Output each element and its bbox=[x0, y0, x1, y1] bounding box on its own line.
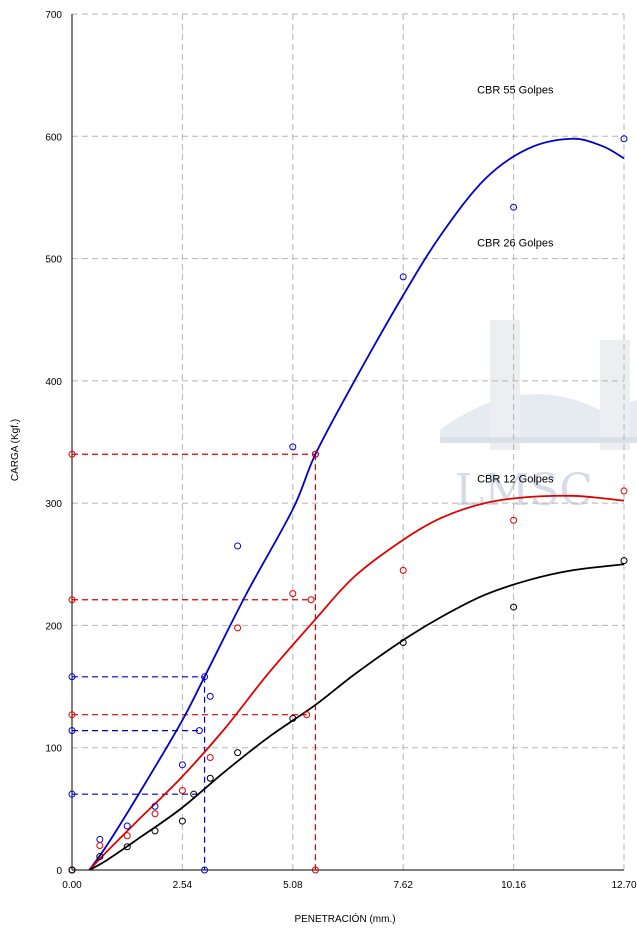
data-point bbox=[234, 749, 242, 757]
tick-labels: 0.00 2.54 5.08 7.62 10.16 12.70 0 100 200 300 400 5… bbox=[45, 10, 637, 891]
y-tick-label: 200 bbox=[45, 621, 62, 632]
data-point bbox=[96, 842, 104, 850]
reference-lines bbox=[68, 450, 319, 874]
data-point bbox=[68, 866, 76, 874]
data-point bbox=[510, 603, 518, 611]
data-point bbox=[206, 692, 214, 700]
ref-marker-axis bbox=[68, 727, 76, 735]
data-point bbox=[620, 487, 628, 495]
y-tick-label: 100 bbox=[45, 744, 62, 755]
ref-marker-axis bbox=[68, 450, 76, 458]
x-tick-label: 0.00 bbox=[62, 880, 82, 891]
data-point bbox=[206, 753, 214, 761]
data-point bbox=[289, 714, 297, 722]
svg-text:LMSC: LMSC bbox=[455, 465, 593, 516]
data-point bbox=[195, 727, 203, 735]
annotation-label: CBR 26 Golpes bbox=[477, 237, 554, 249]
data-point bbox=[399, 273, 407, 281]
data-point bbox=[151, 802, 159, 810]
data-point bbox=[178, 817, 186, 825]
grid-lines bbox=[72, 13, 625, 870]
data-point bbox=[201, 673, 209, 681]
y-tick-label: 300 bbox=[45, 499, 62, 510]
x-tick-label: 5.08 bbox=[283, 880, 303, 891]
ref-marker-axis bbox=[68, 673, 76, 681]
data-point bbox=[399, 566, 407, 574]
data-point bbox=[123, 822, 131, 830]
data-point bbox=[510, 203, 518, 211]
annotations: CBR 55 Golpes CBR 26 Golpes CBR 12 Golpes bbox=[477, 84, 554, 485]
y-tick-label: 700 bbox=[45, 10, 62, 21]
ref-marker-axis bbox=[68, 711, 76, 719]
data-point bbox=[311, 450, 319, 458]
data-point bbox=[399, 639, 407, 647]
data-point bbox=[178, 761, 186, 769]
watermark-logo: LMSC bbox=[440, 320, 637, 516]
ref-marker-axis bbox=[68, 596, 76, 604]
y-tick-label: 600 bbox=[45, 132, 62, 143]
fit-curve-0 bbox=[88, 137, 625, 871]
data-point bbox=[178, 787, 186, 795]
data-point bbox=[307, 596, 315, 604]
ref-marker-axis bbox=[201, 866, 209, 874]
ref-marker-axis bbox=[311, 866, 319, 874]
data-point bbox=[510, 516, 518, 524]
annotation-label: CBR 12 Golpes bbox=[477, 473, 554, 485]
fit-curve-2 bbox=[88, 563, 625, 871]
data-point bbox=[620, 557, 628, 565]
y-tick-label: 400 bbox=[45, 377, 62, 388]
data-point bbox=[289, 590, 297, 598]
x-tick-label: 7.62 bbox=[393, 880, 413, 891]
y-axis-title: CARGA (Kgf.) bbox=[10, 419, 21, 481]
data-point bbox=[303, 711, 311, 719]
data-point bbox=[123, 832, 131, 840]
data-point bbox=[123, 843, 131, 851]
data-point bbox=[620, 135, 628, 143]
y-tick-label: 500 bbox=[45, 255, 62, 266]
x-axis-title: PENETRACIÓN (mm.) bbox=[294, 912, 395, 925]
ref-marker-axis bbox=[68, 790, 76, 798]
data-point bbox=[289, 443, 297, 451]
data-point bbox=[151, 827, 159, 835]
data-point bbox=[234, 542, 242, 550]
data-points bbox=[68, 135, 628, 874]
x-tick-label: 10.16 bbox=[501, 880, 526, 891]
y-tick-label: 0 bbox=[56, 866, 62, 877]
data-point bbox=[234, 624, 242, 632]
x-tick-label: 12.70 bbox=[611, 880, 636, 891]
data-point bbox=[206, 774, 214, 782]
x-tick-label: 2.54 bbox=[173, 880, 193, 891]
data-point bbox=[96, 853, 104, 861]
annotation-label: CBR 55 Golpes bbox=[477, 84, 554, 96]
data-point bbox=[151, 810, 159, 818]
data-point bbox=[190, 790, 198, 798]
